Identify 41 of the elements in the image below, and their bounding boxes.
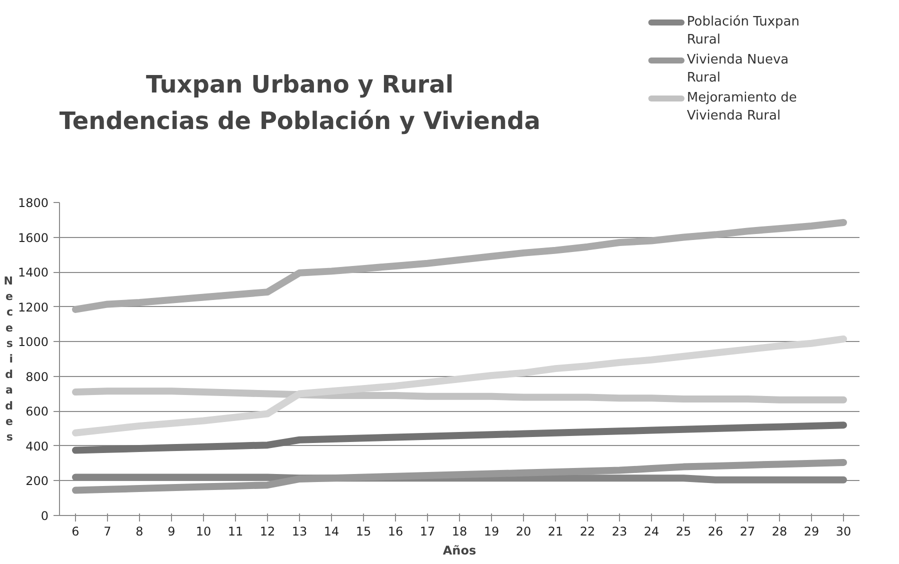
- x-tick-label: 14: [324, 524, 340, 538]
- y-tick-label: 1400: [18, 266, 49, 280]
- x-tick-label: 15: [356, 524, 372, 538]
- chart-title: Tuxpan Urbano y Rural Tendencias de Población y Vivienda: [59, 70, 540, 135]
- x-tick-label: 25: [676, 524, 692, 538]
- x-tick-label: 26: [708, 524, 724, 538]
- x-tick-label: 8: [136, 524, 144, 538]
- x-tick-label: 6: [72, 524, 80, 538]
- x-tick-label: 16: [388, 524, 404, 538]
- x-tick-label: 18: [452, 524, 468, 538]
- legend-label: Población Tuxpan Rural: [686, 14, 800, 48]
- y-tick-label: 1200: [18, 300, 49, 314]
- y-tick-label: 600: [26, 404, 48, 419]
- y-tick-label: 400: [26, 439, 48, 454]
- x-tick-label: 28: [772, 524, 788, 538]
- x-tick-label: 22: [580, 524, 596, 538]
- x-tick-label: 19: [484, 524, 500, 538]
- x-tick-label: 9: [168, 524, 176, 538]
- x-tick-label: 24: [644, 524, 660, 538]
- x-tick-label: 21: [548, 524, 564, 538]
- y-tick-label: 1800: [18, 196, 49, 210]
- y-tick-label: 1000: [18, 335, 49, 350]
- legend-label: Vivienda Nueva Rural: [686, 52, 789, 86]
- y-tick-label: 1600: [18, 230, 49, 245]
- x-tick-label: 17: [420, 524, 436, 538]
- text: Necesidades: [4, 274, 13, 444]
- x-tick-label: 23: [612, 524, 628, 538]
- x-tick-label: 27: [740, 524, 756, 538]
- x-tick-label: 30: [836, 524, 852, 538]
- x-tick-label: 11: [228, 524, 244, 538]
- x-tick-label: 20: [516, 524, 532, 538]
- x-tick-label: 29: [804, 524, 820, 538]
- y-tick-label: 0: [40, 509, 49, 523]
- x-tick-label: 7: [104, 524, 112, 538]
- y-tick-label: 200: [26, 474, 48, 488]
- x-tick-label: 13: [292, 524, 308, 538]
- legend-label: Mejoramiento de Vivienda Rural: [686, 90, 797, 124]
- x-tick-label: 10: [196, 524, 212, 538]
- x-tick-label: 12: [260, 524, 276, 538]
- x-axis-title: Años: [442, 544, 476, 558]
- y-tick-label: 800: [26, 370, 48, 384]
